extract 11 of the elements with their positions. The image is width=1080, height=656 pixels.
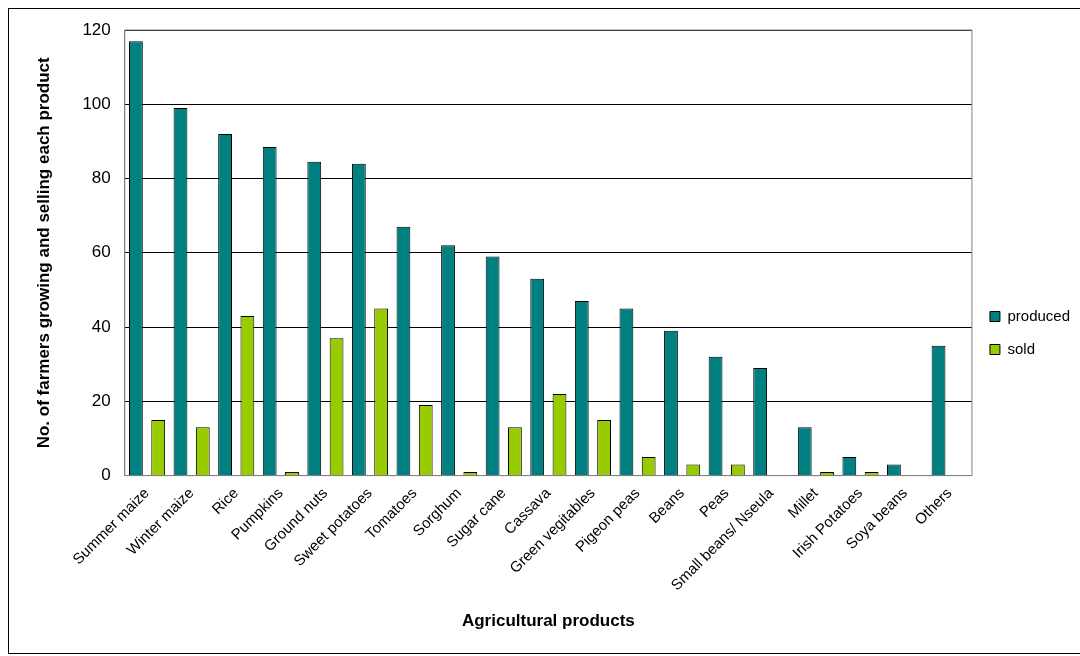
y-tick-label: 100 — [82, 93, 111, 113]
y-tick-label: 0 — [101, 465, 111, 485]
legend-label: produced — [1007, 306, 1071, 324]
legend-label: sold — [1007, 339, 1035, 357]
y-tick-label: 120 — [82, 19, 111, 39]
y-tick-label: 40 — [91, 316, 111, 336]
y-tick-label: 80 — [91, 168, 111, 188]
y-tick-label: 60 — [91, 242, 111, 262]
y-tick-label: 20 — [91, 391, 111, 411]
x-axis-title: Agricultural products — [461, 611, 635, 631]
y-axis-title: No. of farmers growing and selling each product — [33, 56, 53, 449]
